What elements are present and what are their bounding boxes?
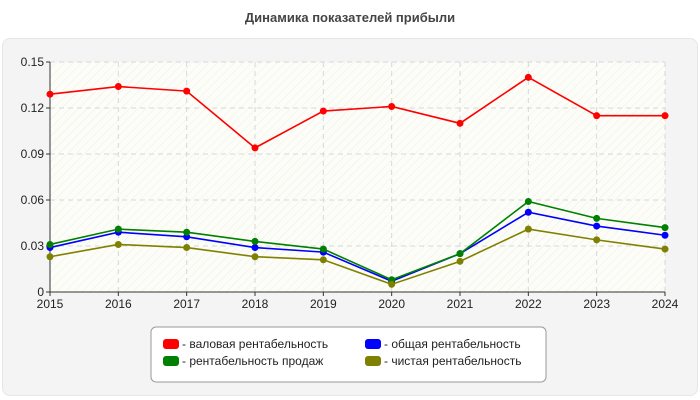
chart-title: Динамика показателей прибыли <box>244 10 456 25</box>
data-point <box>456 250 464 258</box>
data-point <box>251 253 259 261</box>
legend-label: - валовая рентабельность <box>182 337 328 351</box>
series-line <box>49 228 666 286</box>
data-point <box>46 240 54 248</box>
series-line <box>49 76 665 149</box>
data-point <box>593 236 601 244</box>
data-point <box>388 102 396 110</box>
y-tick-label: 0 <box>37 285 44 299</box>
x-tick-label: 2019 <box>310 297 337 311</box>
data-point <box>319 256 327 264</box>
data-point <box>593 222 601 230</box>
x-tick-label: 2024 <box>652 297 679 311</box>
data-point <box>114 225 122 233</box>
legend-label: - рентабельность продаж <box>182 354 323 368</box>
legend-swatch <box>365 339 381 349</box>
data-point <box>661 245 669 253</box>
y-tick-label: 0.03 <box>21 239 45 253</box>
data-point <box>524 208 532 216</box>
data-point <box>183 87 191 95</box>
data-point <box>524 198 532 206</box>
legend-label: - общая рентабельность <box>384 337 521 351</box>
data-point <box>524 73 532 81</box>
data-point <box>456 119 464 127</box>
data-point <box>524 225 532 233</box>
series-line <box>49 200 666 281</box>
data-point <box>661 112 669 120</box>
series-line <box>49 211 666 283</box>
y-tick-label: 0.12 <box>21 101 45 115</box>
data-point <box>593 112 601 120</box>
x-tick-label: 2022 <box>515 297 542 311</box>
legend-label: - чистая рентабельность <box>384 354 521 368</box>
x-tick-label: 2020 <box>378 297 405 311</box>
data-point <box>251 237 259 245</box>
legend-swatch <box>163 339 179 349</box>
data-point <box>183 228 191 236</box>
x-tick-label: 2015 <box>37 297 64 311</box>
data-point <box>661 224 669 232</box>
legend-swatch <box>365 356 381 366</box>
x-tick-label: 2021 <box>447 297 474 311</box>
x-tick-label: 2018 <box>242 297 269 311</box>
data-point <box>46 90 54 98</box>
legend <box>150 326 547 383</box>
y-tick-label: 0.06 <box>21 193 45 207</box>
data-point <box>251 244 259 252</box>
x-tick-label: 2016 <box>105 297 132 311</box>
data-point <box>183 244 191 252</box>
y-tick-label: 0.15 <box>21 55 45 69</box>
data-point <box>593 214 601 222</box>
data-point <box>46 253 54 261</box>
legend-swatch <box>163 356 179 366</box>
data-point <box>661 231 669 239</box>
data-point <box>114 83 122 91</box>
x-tick-label: 2023 <box>583 297 610 311</box>
data-point <box>114 240 122 248</box>
data-point <box>456 257 464 265</box>
x-tick-label: 2017 <box>173 297 200 311</box>
data-point <box>319 245 327 253</box>
data-point <box>319 107 327 115</box>
data-point <box>251 144 259 152</box>
data-point <box>388 280 396 288</box>
y-tick-label: 0.09 <box>21 147 45 161</box>
plot-area <box>50 62 665 292</box>
